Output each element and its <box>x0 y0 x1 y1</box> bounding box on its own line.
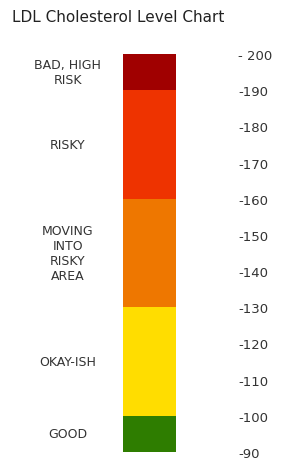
Text: OKAY-ISH: OKAY-ISH <box>39 355 96 368</box>
Bar <box>123 91 176 199</box>
Text: GOOD: GOOD <box>48 427 87 440</box>
Bar <box>123 416 176 452</box>
Bar <box>123 199 176 307</box>
Text: BAD, HIGH
RISK: BAD, HIGH RISK <box>34 59 101 87</box>
Text: MOVING
INTO
RISKY
AREA: MOVING INTO RISKY AREA <box>42 225 94 282</box>
Bar <box>123 55 176 91</box>
Bar <box>123 307 176 416</box>
Text: RISKY: RISKY <box>50 139 86 152</box>
Title: LDL Cholesterol Level Chart: LDL Cholesterol Level Chart <box>12 10 225 25</box>
